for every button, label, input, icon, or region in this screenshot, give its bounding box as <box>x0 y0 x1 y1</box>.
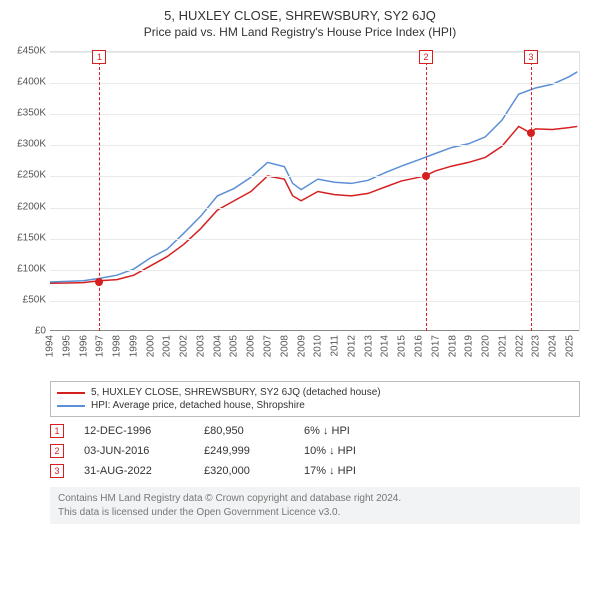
legend-label: 5, HUXLEY CLOSE, SHREWSBURY, SY2 6JQ (de… <box>91 387 381 398</box>
y-tick-label: £400K <box>17 77 46 88</box>
legend-swatch <box>57 392 85 394</box>
x-tick-label: 2014 <box>380 335 391 357</box>
x-tick-label: 2001 <box>162 335 173 357</box>
marker-vline <box>426 52 427 331</box>
marker-date: 31-AUG-2022 <box>84 465 184 477</box>
y-axis-labels: £0£50K£100K£150K£200K£250K£300K£350K£400… <box>10 51 48 331</box>
legend-item: HPI: Average price, detached house, Shro… <box>57 399 573 412</box>
page-title: 5, HUXLEY CLOSE, SHREWSBURY, SY2 6JQ <box>10 8 590 23</box>
legend-item: 5, HUXLEY CLOSE, SHREWSBURY, SY2 6JQ (de… <box>57 386 573 399</box>
x-tick-label: 1994 <box>45 335 56 357</box>
y-tick-label: £50K <box>23 294 46 305</box>
gridline <box>50 270 579 271</box>
gridline <box>50 52 579 53</box>
y-tick-label: £250K <box>17 170 46 181</box>
marker-price: £320,000 <box>204 465 284 477</box>
y-tick-label: £150K <box>17 232 46 243</box>
marker-date: 12-DEC-1996 <box>84 425 184 437</box>
marker-price: £249,999 <box>204 445 284 457</box>
x-tick-label: 2019 <box>464 335 475 357</box>
x-tick-label: 2018 <box>447 335 458 357</box>
x-tick-label: 2016 <box>413 335 424 357</box>
marker-dot <box>527 129 535 137</box>
marker-row-box: 1 <box>50 424 64 438</box>
x-tick-label: 2025 <box>564 335 575 357</box>
marker-vline <box>99 52 100 331</box>
marker-price: £80,950 <box>204 425 284 437</box>
chart-legend: 5, HUXLEY CLOSE, SHREWSBURY, SY2 6JQ (de… <box>50 381 580 417</box>
x-tick-label: 2004 <box>212 335 223 357</box>
x-tick-label: 2008 <box>279 335 290 357</box>
gridline <box>50 176 579 177</box>
attribution-line-1: Contains HM Land Registry data © Crown c… <box>58 492 572 506</box>
attribution-line-2: This data is licensed under the Open Gov… <box>58 506 572 520</box>
gridline <box>50 145 579 146</box>
plot-area: 1 2 3 <box>50 51 580 331</box>
legend-label: HPI: Average price, detached house, Shro… <box>91 400 305 411</box>
x-tick-label: 1997 <box>95 335 106 357</box>
x-tick-label: 1995 <box>61 335 72 357</box>
marker-date: 03-JUN-2016 <box>84 445 184 457</box>
gridline <box>50 301 579 302</box>
marker-row-box: 3 <box>50 464 64 478</box>
x-tick-label: 2013 <box>363 335 374 357</box>
marker-dot <box>95 278 103 286</box>
marker-row: 3 31-AUG-2022 £320,000 17% ↓ HPI <box>50 461 580 481</box>
x-tick-label: 2011 <box>330 335 341 357</box>
x-tick-label: 2017 <box>430 335 441 357</box>
x-tick-label: 2024 <box>548 335 559 357</box>
x-tick-label: 2012 <box>346 335 357 357</box>
marker-row: 1 12-DEC-1996 £80,950 6% ↓ HPI <box>50 421 580 441</box>
marker-pct: 10% ↓ HPI <box>304 445 580 457</box>
legend-swatch <box>57 405 85 407</box>
price-chart: £0£50K£100K£150K£200K£250K£300K£350K£400… <box>10 45 590 375</box>
gridline <box>50 114 579 115</box>
marker-row-box: 2 <box>50 444 64 458</box>
series-line <box>50 126 577 283</box>
y-tick-label: £350K <box>17 108 46 119</box>
x-tick-label: 1996 <box>78 335 89 357</box>
markers-table: 1 12-DEC-1996 £80,950 6% ↓ HPI 2 03-JUN-2016 £… <box>50 421 580 481</box>
gridline <box>50 83 579 84</box>
attribution-text: Contains HM Land Registry data © Crown c… <box>50 487 580 524</box>
marker-pct: 17% ↓ HPI <box>304 465 580 477</box>
marker-box: 2 <box>419 50 433 64</box>
x-tick-label: 2010 <box>313 335 324 357</box>
marker-dot <box>422 172 430 180</box>
x-tick-label: 2000 <box>145 335 156 357</box>
x-tick-label: 2009 <box>296 335 307 357</box>
y-tick-label: £200K <box>17 201 46 212</box>
y-tick-label: £300K <box>17 139 46 150</box>
marker-pct: 6% ↓ HPI <box>304 425 580 437</box>
x-tick-label: 2007 <box>263 335 274 357</box>
page-subtitle: Price paid vs. HM Land Registry's House … <box>10 25 590 39</box>
x-axis-labels: 1994199519961997199819992000200120022003… <box>50 335 580 373</box>
x-tick-label: 2003 <box>195 335 206 357</box>
marker-vline <box>531 52 532 331</box>
x-tick-label: 2022 <box>514 335 525 357</box>
marker-box: 3 <box>524 50 538 64</box>
x-tick-label: 1999 <box>128 335 139 357</box>
marker-box: 1 <box>92 50 106 64</box>
gridline <box>50 208 579 209</box>
x-tick-label: 2021 <box>497 335 508 357</box>
x-tick-label: 2005 <box>229 335 240 357</box>
marker-row: 2 03-JUN-2016 £249,999 10% ↓ HPI <box>50 441 580 461</box>
x-tick-label: 2023 <box>531 335 542 357</box>
x-tick-label: 2006 <box>246 335 257 357</box>
x-tick-label: 1998 <box>112 335 123 357</box>
x-tick-label: 2015 <box>397 335 408 357</box>
x-tick-label: 2002 <box>179 335 190 357</box>
gridline <box>50 239 579 240</box>
chart-lines <box>50 52 579 331</box>
y-tick-label: £100K <box>17 263 46 274</box>
y-tick-label: £450K <box>17 46 46 57</box>
x-tick-label: 2020 <box>481 335 492 357</box>
